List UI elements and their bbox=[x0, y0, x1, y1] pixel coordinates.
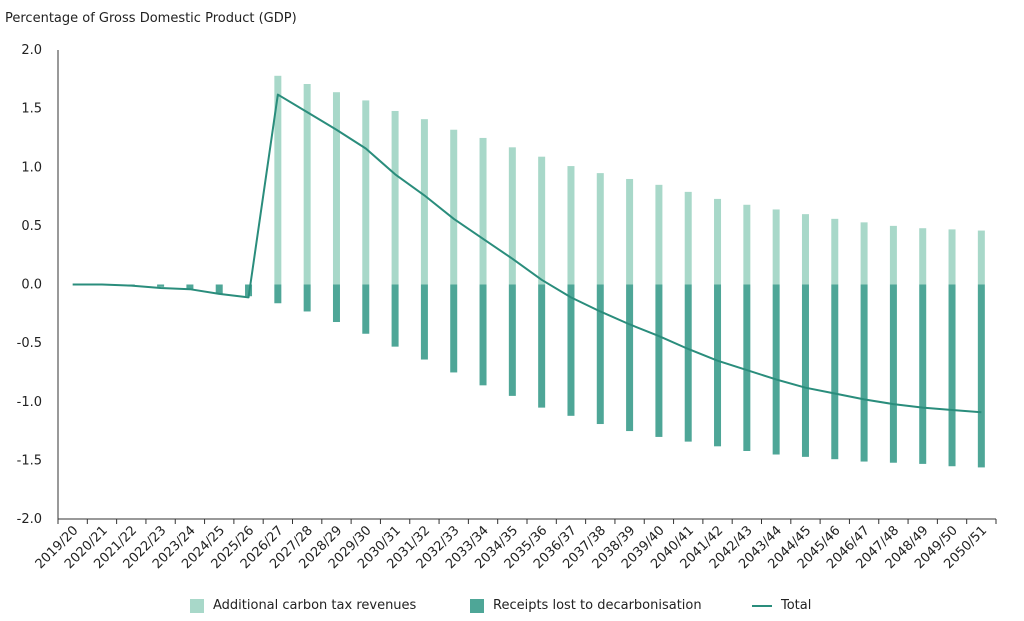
y-tick-label: 2.0 bbox=[21, 43, 42, 58]
bar-carbon-tax bbox=[919, 228, 927, 285]
y-axis: 2.0 1.5 1.0 0.5 0.0 -0.5 -1.0 -1.5 -2.0 bbox=[17, 43, 42, 527]
bar-receipts-lost bbox=[714, 284, 722, 447]
bar-receipts-lost bbox=[508, 284, 516, 396]
legend-item-receipts-lost: Receipts lost to decarbonisation bbox=[470, 598, 702, 613]
axes bbox=[57, 50, 996, 520]
bar-receipts-lost bbox=[567, 284, 575, 416]
legend-swatch-total bbox=[752, 604, 772, 607]
bar-carbon-tax bbox=[714, 198, 722, 285]
y-tick-label: -1.5 bbox=[17, 453, 42, 468]
bar-receipts-lost bbox=[889, 284, 897, 463]
legend-swatch-receipts-lost bbox=[470, 598, 484, 613]
chart-title: Percentage of Gross Domestic Product (GD… bbox=[5, 11, 297, 26]
bar-carbon-tax bbox=[743, 204, 751, 285]
bar-carbon-tax bbox=[948, 229, 956, 285]
legend-swatch-carbon-tax bbox=[190, 598, 204, 613]
bar-receipts-lost bbox=[684, 284, 692, 442]
bar-receipts-lost bbox=[948, 284, 956, 467]
bar-receipts-lost bbox=[450, 284, 458, 373]
bar-carbon-tax bbox=[889, 225, 897, 285]
y-tick-label: 0.0 bbox=[21, 278, 42, 293]
bar-carbon-tax bbox=[420, 119, 428, 285]
bar-receipts-lost bbox=[919, 284, 927, 464]
legend-label-total: Total bbox=[781, 598, 812, 613]
bar-receipts-lost bbox=[274, 284, 282, 304]
bar-receipts-lost bbox=[655, 284, 663, 437]
bar-receipts-lost bbox=[801, 284, 809, 457]
bar-carbon-tax bbox=[538, 156, 546, 285]
bar-carbon-tax bbox=[274, 75, 282, 285]
bar-receipts-lost bbox=[860, 284, 868, 462]
y-tick-label: 1.5 bbox=[21, 102, 42, 117]
legend-item-carbon-tax: Additional carbon tax revenues bbox=[190, 598, 416, 613]
bar-carbon-tax bbox=[567, 166, 575, 285]
bar-carbon-tax bbox=[303, 84, 311, 285]
legend: Additional carbon tax revenues Receipts … bbox=[0, 596, 1024, 620]
x-axis: 2019/202020/212021/222022/232023/242024/… bbox=[33, 519, 997, 572]
bar-carbon-tax bbox=[391, 110, 399, 285]
y-tick-label: -2.0 bbox=[17, 512, 42, 527]
legend-item-total: Total bbox=[752, 598, 811, 613]
bar-receipts-lost bbox=[186, 284, 194, 290]
y-tick-label: -0.5 bbox=[17, 336, 42, 351]
y-tick-label: 0.5 bbox=[21, 219, 42, 234]
bar-receipts-lost bbox=[626, 284, 634, 432]
legend-label-receipts-lost: Receipts lost to decarbonisation bbox=[493, 598, 702, 613]
bar-receipts-lost bbox=[596, 284, 604, 425]
bar-carbon-tax bbox=[977, 230, 985, 285]
bar-receipts-lost bbox=[332, 284, 340, 323]
bar-receipts-lost bbox=[479, 284, 487, 386]
bar-carbon-tax bbox=[831, 218, 839, 285]
bar-carbon-tax bbox=[479, 137, 487, 285]
bar-receipts-lost bbox=[538, 284, 546, 408]
bar-receipts-lost bbox=[977, 284, 985, 468]
total-line bbox=[72, 93, 982, 414]
y-tick-label: 1.0 bbox=[21, 160, 42, 175]
bar-carbon-tax bbox=[772, 209, 780, 285]
bar-carbon-tax bbox=[332, 92, 340, 285]
bar-receipts-lost bbox=[772, 284, 780, 455]
bar-carbon-tax bbox=[655, 184, 663, 285]
bar-receipts-lost bbox=[215, 284, 223, 294]
bar-receipts-lost bbox=[391, 284, 399, 347]
total-line-group bbox=[72, 93, 982, 414]
bar-receipts-lost bbox=[743, 284, 751, 451]
bar-carbon-tax bbox=[596, 173, 604, 285]
bar-carbon-tax bbox=[626, 178, 634, 285]
bar-carbon-tax bbox=[362, 100, 370, 285]
bar-carbon-tax bbox=[801, 214, 809, 285]
bar-carbon-tax bbox=[860, 222, 868, 285]
bar-carbon-tax bbox=[684, 191, 692, 285]
bar-receipts-lost bbox=[245, 284, 253, 297]
bar-receipts-lost bbox=[420, 284, 428, 360]
bar-receipts-lost bbox=[362, 284, 370, 334]
y-tick-label: -1.0 bbox=[17, 395, 42, 410]
bar-carbon-tax bbox=[450, 129, 458, 285]
bar-receipts-lost bbox=[831, 284, 839, 460]
bars bbox=[127, 75, 985, 468]
legend-label-carbon-tax: Additional carbon tax revenues bbox=[213, 598, 417, 613]
bar-receipts-lost bbox=[303, 284, 311, 312]
bar-receipts-lost bbox=[157, 284, 165, 287]
bar-carbon-tax bbox=[508, 147, 516, 285]
